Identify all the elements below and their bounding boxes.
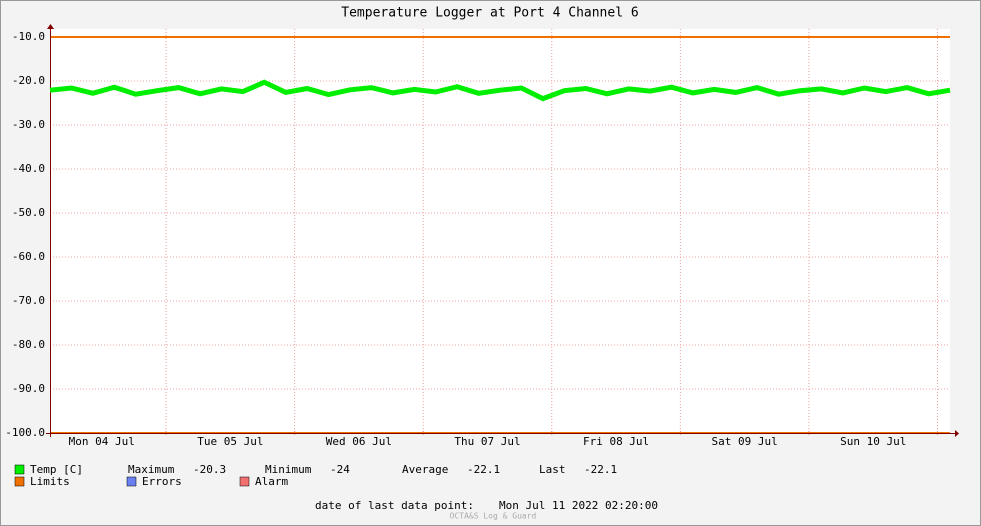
y-tick-label: -10.0 [12,30,45,43]
legend-swatch [239,476,250,487]
stat-label: Minimum [265,463,312,476]
chart-title: Temperature Logger at Port 4 Channel 6 [341,6,638,21]
y-tick-label: -40.0 [12,162,45,175]
y-tick-label: -90.0 [12,382,45,395]
legend-swatch [14,476,25,487]
stat-value: -24 [330,463,350,476]
stat-value: -22.1 [584,463,617,476]
y-tick-label: -100.0 [5,426,45,439]
y-tick-label: -20.0 [12,74,45,87]
legend-label: Errors [142,475,182,488]
x-tick-label: Fri 08 Jul [583,435,649,448]
y-tick-label: -50.0 [12,206,45,219]
x-tick-label: Sun 10 Jul [840,435,906,448]
stat-label: Maximum [128,463,175,476]
stat-label: Last [539,463,566,476]
stat-label: Average [402,463,448,476]
axis-arrow [955,430,959,437]
last-point-label: date of last data point: [315,499,474,512]
x-tick-label: Mon 04 Jul [69,435,135,448]
y-tick-label: -70.0 [12,294,45,307]
x-tick-label: Sat 09 Jul [712,435,778,448]
x-tick-label: Thu 07 Jul [454,435,520,448]
legend-label: Alarm [255,475,288,488]
series-line [49,79,951,102]
x-tick-label: Wed 06 Jul [326,435,392,448]
last-point: Mon Jul 11 2022 02:20:00 [499,499,658,512]
legend-swatch [14,464,25,475]
legend-label: Limits [30,475,70,488]
y-tick-label: -80.0 [12,338,45,351]
footer: OCTA&S Log & Guard [450,512,537,521]
stat-value: -20.3 [193,463,226,476]
axis-arrow [47,24,54,29]
legend-swatch [126,476,137,487]
x-tick-label: Tue 05 Jul [197,435,263,448]
stat-value: -22.1 [467,463,500,476]
y-tick-label: -30.0 [12,118,45,131]
y-tick-label: -60.0 [12,250,45,263]
legend-label: Temp [C] [30,463,83,476]
